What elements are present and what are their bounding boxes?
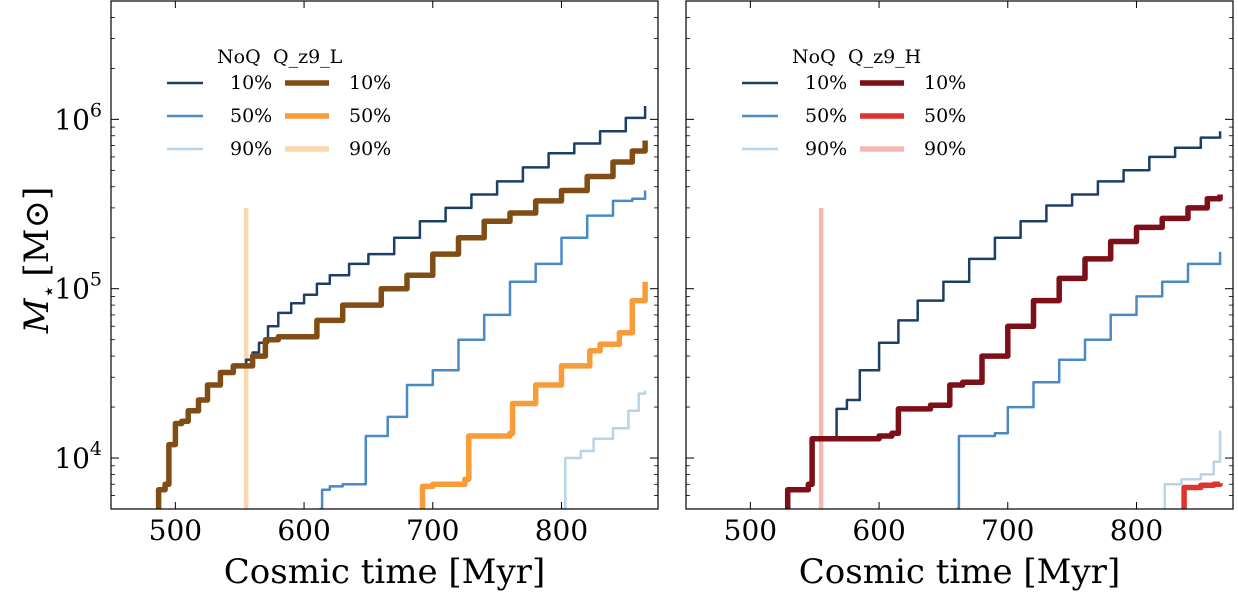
legend-label-noq: 90% [230, 138, 272, 160]
legend-label-noq: 10% [230, 72, 272, 94]
legend-header-noq: NoQ [217, 46, 261, 68]
legend-label-q: 90% [924, 138, 966, 160]
x-tick-label: 500 [149, 514, 202, 547]
legend-label-q: 90% [349, 138, 391, 160]
legend-label-noq: 50% [805, 105, 847, 127]
legend-label-q: 50% [924, 105, 966, 127]
x-tick-label: 800 [535, 514, 588, 547]
series-group [784, 131, 1223, 509]
x-axis-label: Cosmic time [Myr] [224, 552, 545, 592]
series-line-left-2 [561, 390, 647, 509]
x-tick-label: 800 [1110, 514, 1163, 547]
panels: 500 600 700 800 104 105 106 Cosmic time [Myr] No… [54, 0, 1234, 592]
series-line-right-3 [784, 194, 1223, 509]
legend: NoQ Q_z9_L10% 10%50% 50%90% 90% [167, 46, 391, 160]
x-tick-label: 500 [724, 514, 777, 547]
legend-header-q: Q_z9_H [848, 46, 921, 68]
x-tick-label: 600 [277, 514, 330, 547]
legend-label-q: 50% [349, 105, 391, 127]
series-group [155, 106, 648, 509]
series-line-left-4 [419, 281, 648, 509]
legend-header-noq: NoQ [792, 46, 836, 68]
series-line-right-0 [834, 131, 1222, 440]
series-line-left-1 [319, 190, 647, 509]
series-line-left-3 [155, 140, 648, 509]
series-line-left-0 [237, 106, 647, 368]
legend-header-q: Q_z9_L [273, 46, 343, 68]
y-axis-label: M⋆[M⊙] [17, 187, 62, 334]
x-tick-label: 700 [406, 514, 459, 547]
x-tick-label: 700 [981, 514, 1034, 547]
y-tick-label: 105 [54, 269, 102, 306]
series-line-right-1 [956, 251, 1222, 509]
series-line-right-4 [1181, 481, 1223, 509]
y-tick-label: 106 [54, 99, 102, 136]
y-tick-label: 104 [54, 438, 102, 475]
legend-label-noq: 90% [805, 138, 847, 160]
series-line-right-2 [1162, 430, 1222, 509]
chart-panel-left: 500 600 700 800 104 105 106 Cosmic time [Myr] No… [54, 0, 659, 592]
legend-label-noq: 10% [805, 72, 847, 94]
legend-label-q: 10% [349, 72, 391, 94]
legend-label-q: 10% [924, 72, 966, 94]
legend: NoQ Q_z9_H10% 10% 50% 50% 90% 90% [742, 46, 966, 160]
plot-frame [685, 0, 1234, 510]
x-tick-label: 600 [852, 514, 905, 547]
svg-text:M⋆[M⊙]: M⋆[M⊙] [17, 187, 62, 334]
legend-label-noq: 50% [230, 105, 272, 127]
x-axis-label: Cosmic time [Myr] [799, 552, 1120, 592]
chart-panel-right: 500 600 700 800 Cosmic time [Myr] NoQ Q_z9_H10… [685, 0, 1234, 592]
plot-frame [110, 0, 659, 510]
